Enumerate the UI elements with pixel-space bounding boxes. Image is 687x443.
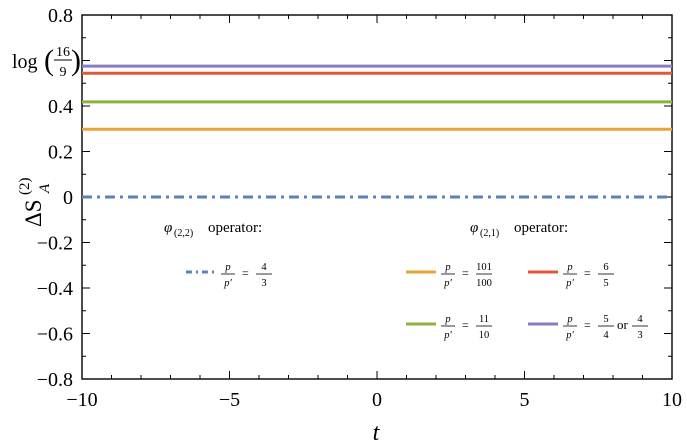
legend-pprime: p′ xyxy=(565,278,574,289)
legend-phi21-symbol: φ xyxy=(470,220,478,236)
legend-pprime: p′ xyxy=(223,278,232,289)
x-tick-label: −5 xyxy=(219,389,240,411)
y-label-sub: A xyxy=(37,183,53,194)
y-tick-label: −0.4 xyxy=(37,278,73,300)
y-label-delta: ΔS xyxy=(21,199,46,227)
legend-phi21-header: φ (2,1) operator: xyxy=(470,220,568,239)
legend-frac-den: 10 xyxy=(479,330,490,341)
legend-phi21-text: operator: xyxy=(514,220,568,236)
legend-or: or xyxy=(617,317,629,332)
legend-frac-den: 3 xyxy=(637,330,642,341)
legend-pprime: p′ xyxy=(443,330,452,341)
legend-frac-den: 5 xyxy=(603,278,608,289)
y-special-log: log xyxy=(12,51,38,73)
legend-entries: p p′ = 4 3 p p′ = 101 100 p p′ = 11 10 p p′ = 6 5 p p′ = 5 4 or 4 3 xyxy=(186,262,648,341)
legend-frac-num: 6 xyxy=(603,262,608,273)
y-tick-label: 0 xyxy=(63,187,73,209)
legend-p: p xyxy=(444,262,450,273)
y-special-paren-right: ) xyxy=(71,44,81,77)
y-special-num: 16 xyxy=(56,45,70,60)
legend-equals: = xyxy=(584,318,591,332)
legend-phi22-sub: (2,2) xyxy=(174,228,193,239)
legend-phi22-symbol: φ xyxy=(164,220,172,236)
legend-equals: = xyxy=(462,318,469,332)
legend-frac-num: 101 xyxy=(476,262,492,273)
legend-p: p xyxy=(566,314,572,325)
y-tick-label: −0.2 xyxy=(37,233,73,255)
legend-frac-den: 4 xyxy=(603,330,609,341)
y-tick-label: 0.4 xyxy=(48,96,73,118)
legend-phi21-sub: (2,1) xyxy=(480,228,499,239)
x-tick-label: −10 xyxy=(66,389,97,411)
x-tick-label: 5 xyxy=(520,389,530,411)
legend-equals: = xyxy=(242,266,249,280)
legend-frac-den: 3 xyxy=(261,278,266,289)
legend-frac-num: 4 xyxy=(261,262,267,273)
y-special-paren-left: ( xyxy=(44,44,54,77)
y-axis-label: ΔS A (2) xyxy=(17,178,53,228)
legend-equals: = xyxy=(462,266,469,280)
y-tick-label: 0.8 xyxy=(48,5,73,27)
y-tick-label: −0.6 xyxy=(37,324,73,346)
legend-phi22-text: operator: xyxy=(208,220,262,236)
y-tick-label: −0.8 xyxy=(37,369,73,391)
legend-entry: p p′ = 101 100 xyxy=(406,262,492,289)
y-special-tick-label: log ( 16 9 ) xyxy=(12,44,81,80)
y-tick-label: 0.2 xyxy=(48,142,73,164)
legend-p: p xyxy=(566,262,572,273)
legend-phi22-header: φ (2,2) operator: xyxy=(164,220,262,239)
legend-p: p xyxy=(444,314,450,325)
series-lines xyxy=(82,64,672,199)
ticks xyxy=(81,14,673,380)
legend-entry: p p′ = 11 10 xyxy=(406,314,492,341)
legend-p: p xyxy=(224,262,230,273)
legend-frac-num: 11 xyxy=(479,314,489,325)
legend-equals: = xyxy=(584,266,591,280)
y-tick-labels: 0.8 0.4 0.2 0 −0.2 −0.4 −0.6 −0.8 xyxy=(37,5,73,391)
x-axis-label: t xyxy=(373,420,381,443)
legend-frac-num: 5 xyxy=(603,314,608,325)
legend: φ (2,2) operator: φ (2,1) operator: p p′ =… xyxy=(164,220,648,341)
legend-pprime: p′ xyxy=(443,278,452,289)
legend-pprime: p′ xyxy=(565,330,574,341)
legend-frac-num: 4 xyxy=(637,314,643,325)
y-label-sup: (2) xyxy=(17,178,33,196)
legend-entry: p p′ = 4 3 xyxy=(186,262,272,289)
x-tick-labels: −10 −5 0 5 10 xyxy=(66,389,682,411)
legend-entry: p p′ = 6 5 xyxy=(528,262,614,289)
x-tick-label: 0 xyxy=(372,389,382,411)
x-tick-label: 10 xyxy=(662,389,682,411)
legend-frac-den: 100 xyxy=(476,278,492,289)
legend-entry: p p′ = 5 4 or 4 3 xyxy=(528,314,648,341)
y-special-den: 9 xyxy=(60,65,67,80)
